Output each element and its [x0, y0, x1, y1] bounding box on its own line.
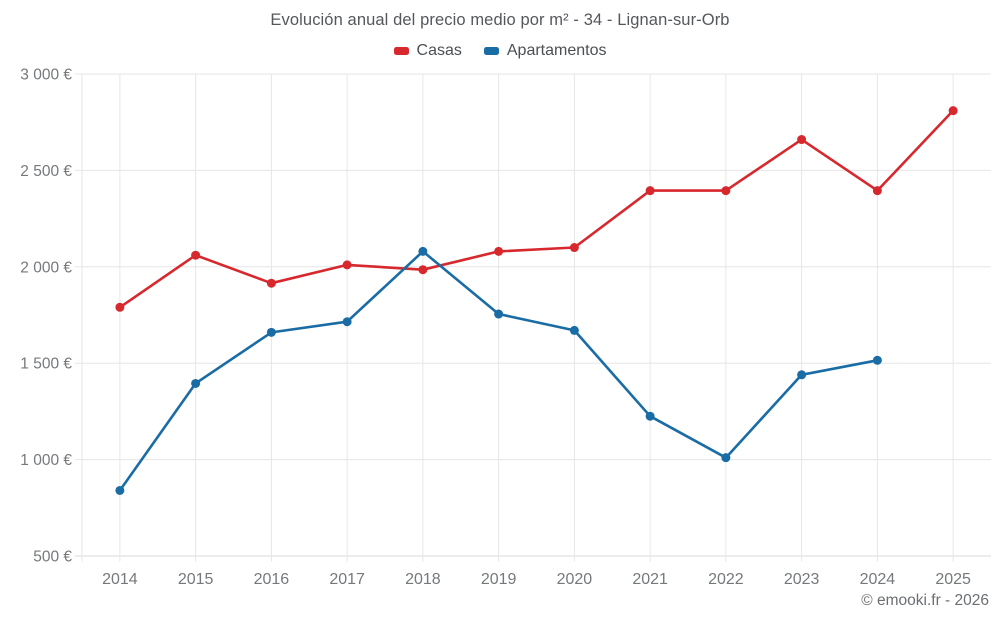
- casas-data-point: [266, 278, 276, 288]
- copyright-footer: © emooki.fr - 2026: [861, 592, 989, 609]
- apartamentos-data-point: [266, 327, 276, 337]
- casas-data-point: [418, 265, 428, 275]
- x-axis-tick-label: 2015: [178, 571, 214, 588]
- apartamentos-data-point: [721, 453, 731, 463]
- x-axis-tick-label: 2014: [102, 571, 138, 588]
- x-axis-tick-label: 2018: [405, 571, 441, 588]
- casas-data-point: [569, 243, 579, 253]
- casas-data-point: [721, 186, 731, 196]
- casas-data-point: [797, 135, 807, 145]
- apartamentos-data-point: [191, 378, 201, 388]
- x-axis-tick-label: 2020: [557, 571, 593, 588]
- casas-data-point: [948, 106, 958, 116]
- apartamentos-data-point: [645, 411, 655, 421]
- y-axis-tick-label: 3 000 €: [20, 67, 72, 84]
- apartamentos-data-point: [797, 370, 807, 380]
- x-axis-tick-label: 2025: [935, 571, 971, 588]
- apartamentos-data-point: [418, 246, 428, 256]
- chart-legend: Casas Apartamentos: [0, 42, 1000, 60]
- casas-line: [118, 109, 955, 309]
- x-axis-tick-label: 2023: [784, 571, 820, 588]
- legend-label-apartamentos: Apartamentos: [506, 42, 607, 59]
- apartamentos-data-point: [872, 355, 882, 365]
- apartamentos-data-point: [494, 309, 504, 319]
- legend-label-casas: Casas: [416, 42, 462, 59]
- x-axis-tick-label: 2016: [254, 571, 290, 588]
- casas-data-point: [494, 246, 504, 256]
- apartamentos-data-point: [342, 317, 352, 327]
- x-axis-tick-label: 2017: [329, 571, 365, 588]
- casas-data-point: [645, 186, 655, 196]
- apartamentos-data-point: [115, 485, 125, 495]
- x-axis-tick-label: 2021: [632, 571, 668, 588]
- casas-data-point: [115, 302, 125, 312]
- casas-data-point: [342, 260, 352, 270]
- y-axis-tick-label: 1 500 €: [20, 356, 72, 373]
- casas-data-point: [191, 250, 201, 260]
- casas-series-swatch-icon: [393, 47, 409, 55]
- apartamentos-series-swatch-icon: [483, 47, 499, 55]
- apartamentos-data-point: [569, 325, 579, 335]
- x-axis-tick-label: 2022: [708, 571, 744, 588]
- legend-item-apartamentos[interactable]: Apartamentos: [483, 42, 607, 60]
- y-axis-tick-label: 1 000 €: [20, 452, 72, 469]
- y-axis-tick-label: 500 €: [33, 549, 72, 566]
- y-axis-tick-label: 2 000 €: [20, 259, 72, 276]
- legend-item-casas[interactable]: Casas: [393, 42, 462, 60]
- chart-title: Evolución anual del precio medio por m² …: [270, 11, 730, 29]
- y-axis-tick-label: 2 500 €: [20, 163, 72, 180]
- x-axis-tick-label: 2019: [481, 571, 517, 588]
- casas-data-point: [872, 186, 882, 196]
- x-axis-tick-label: 2024: [860, 571, 896, 588]
